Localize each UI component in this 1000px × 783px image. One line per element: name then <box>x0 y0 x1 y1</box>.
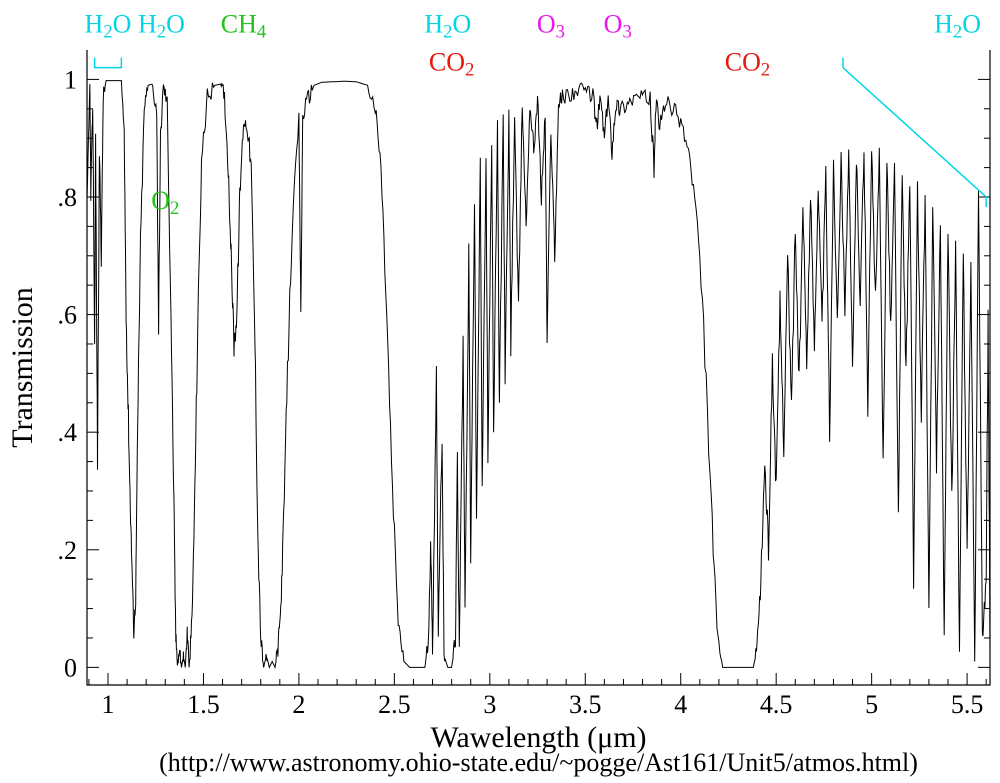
y-tick-label: .2 <box>58 536 78 565</box>
y-tick-label: .6 <box>58 301 78 330</box>
x-tick-label: 4 <box>674 690 687 719</box>
caption: (http://www.astronomy.ohio-state.edu/~po… <box>159 748 918 777</box>
y-tick-label: 0 <box>64 653 77 682</box>
x-tick-label: 5 <box>865 690 878 719</box>
chart-svg: 11.522.533.544.555.50.2.4.6.81Wawelength… <box>0 0 1000 783</box>
y-tick-label: .4 <box>58 418 78 447</box>
figure-container: { "chart": { "type": "line", "width": 10… <box>0 0 1000 783</box>
y-tick-label: 1 <box>64 65 77 94</box>
x-tick-label: 4.5 <box>760 690 793 719</box>
x-tick-label: 3.5 <box>569 690 602 719</box>
x-tick-label: 1 <box>102 690 115 719</box>
y-axis-label: Transmission <box>6 287 39 448</box>
x-tick-label: 3 <box>483 690 496 719</box>
x-tick-label: 2 <box>292 690 305 719</box>
x-tick-label: 5.5 <box>951 690 984 719</box>
y-tick-label: .8 <box>58 183 78 212</box>
x-tick-label: 1.5 <box>187 690 220 719</box>
x-tick-label: 2.5 <box>378 690 411 719</box>
